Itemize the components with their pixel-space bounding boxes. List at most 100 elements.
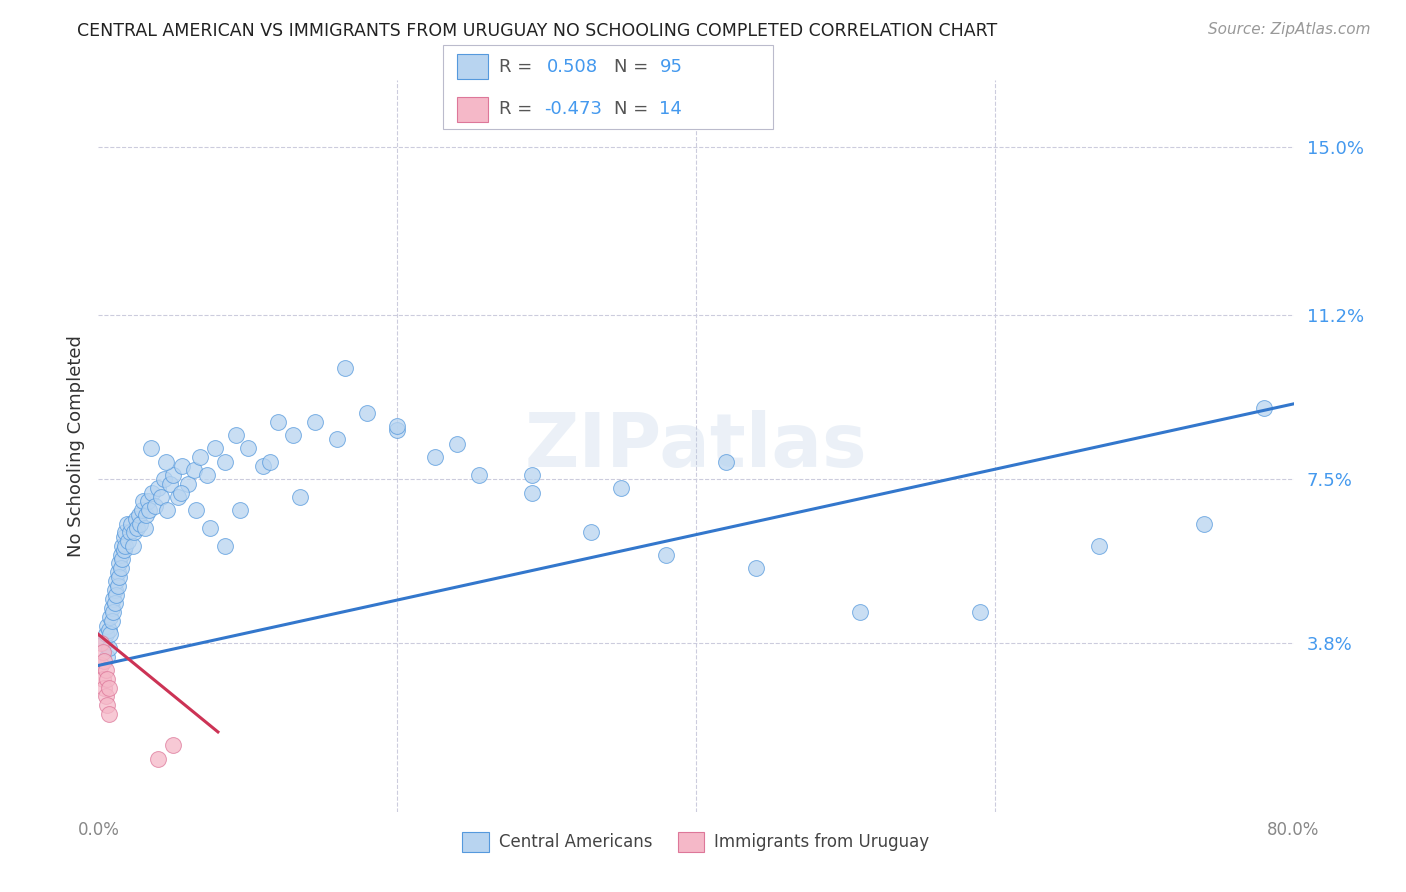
- Legend: Central Americans, Immigrants from Uruguay: Central Americans, Immigrants from Urugu…: [456, 826, 936, 858]
- Point: [97, 707, 120, 722]
- Point: [468, 467, 491, 482]
- Point: [150, 490, 173, 504]
- Point: [90, 636, 112, 650]
- Point: [94, 627, 117, 641]
- Point: [107, 579, 129, 593]
- Text: 0.508: 0.508: [547, 58, 598, 76]
- Point: [281, 428, 304, 442]
- Point: [204, 441, 226, 455]
- Point: [252, 458, 274, 473]
- Text: ZIPatlas: ZIPatlas: [524, 409, 868, 483]
- Point: [138, 503, 160, 517]
- Point: [127, 521, 149, 535]
- Text: 14: 14: [659, 100, 682, 118]
- Point: [1088, 539, 1111, 553]
- Point: [91, 672, 114, 686]
- Point: [108, 557, 131, 571]
- Point: [91, 645, 114, 659]
- Point: [103, 591, 125, 606]
- Point: [166, 490, 188, 504]
- Point: [128, 508, 150, 522]
- Point: [225, 428, 247, 442]
- Point: [105, 587, 128, 601]
- Point: [356, 406, 378, 420]
- Point: [129, 516, 152, 531]
- Text: -0.473: -0.473: [544, 100, 602, 118]
- Point: [326, 433, 349, 447]
- Point: [969, 605, 991, 619]
- Point: [108, 570, 131, 584]
- Point: [236, 441, 259, 455]
- Point: [94, 690, 117, 704]
- Point: [849, 605, 872, 619]
- Point: [162, 738, 184, 752]
- Point: [1192, 516, 1215, 531]
- Point: [184, 503, 207, 517]
- Point: [143, 499, 166, 513]
- Point: [136, 494, 159, 508]
- Point: [93, 681, 115, 695]
- Point: [96, 649, 118, 664]
- Point: [111, 539, 134, 553]
- Point: [105, 574, 128, 589]
- Point: [267, 415, 290, 429]
- Point: [520, 485, 543, 500]
- Point: [112, 543, 135, 558]
- Point: [259, 454, 281, 468]
- Point: [655, 548, 678, 562]
- Point: [93, 636, 115, 650]
- Point: [745, 561, 768, 575]
- Point: [96, 698, 118, 713]
- Point: [177, 476, 200, 491]
- Point: [124, 525, 146, 540]
- Text: R =: R =: [499, 58, 544, 76]
- Point: [125, 512, 148, 526]
- Point: [200, 521, 222, 535]
- Point: [139, 441, 162, 455]
- Point: [98, 627, 122, 641]
- Point: [97, 623, 120, 637]
- Point: [714, 454, 737, 468]
- Point: [214, 454, 236, 468]
- Point: [114, 539, 136, 553]
- Point: [162, 467, 184, 482]
- Point: [155, 454, 177, 468]
- Point: [111, 552, 134, 566]
- Point: [93, 654, 115, 668]
- Point: [96, 672, 118, 686]
- Point: [141, 485, 163, 500]
- Point: [156, 503, 179, 517]
- Point: [446, 437, 468, 451]
- Point: [1253, 401, 1275, 416]
- Point: [333, 361, 356, 376]
- Text: N =: N =: [614, 100, 654, 118]
- Point: [131, 503, 153, 517]
- Point: [183, 463, 205, 477]
- Text: Source: ZipAtlas.com: Source: ZipAtlas.com: [1208, 22, 1371, 37]
- Point: [288, 490, 311, 504]
- Point: [214, 539, 236, 553]
- Point: [229, 503, 252, 517]
- Point: [104, 596, 127, 610]
- Point: [104, 583, 127, 598]
- Point: [112, 530, 135, 544]
- Point: [520, 467, 543, 482]
- Point: [107, 566, 129, 580]
- Point: [97, 640, 120, 655]
- Point: [385, 419, 409, 434]
- Point: [90, 658, 112, 673]
- Point: [98, 609, 122, 624]
- Point: [118, 525, 141, 540]
- Point: [172, 458, 194, 473]
- Text: N =: N =: [614, 58, 654, 76]
- Point: [101, 600, 124, 615]
- Point: [96, 618, 118, 632]
- Point: [94, 663, 117, 677]
- Point: [135, 508, 157, 522]
- Point: [121, 539, 143, 553]
- Point: [132, 494, 155, 508]
- Point: [120, 516, 142, 531]
- Text: R =: R =: [499, 100, 538, 118]
- Point: [114, 525, 136, 540]
- Point: [117, 534, 139, 549]
